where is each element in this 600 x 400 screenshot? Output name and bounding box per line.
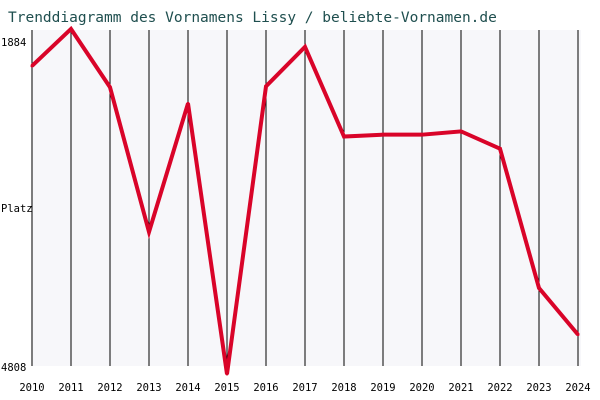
y-tick-label: 4808 (1, 362, 26, 374)
y-tick-label: 1884 (1, 37, 26, 49)
data-point-2022 (498, 147, 502, 151)
data-point-2018 (342, 135, 346, 139)
x-tick-label: 2023 (526, 382, 551, 394)
data-point-2021 (459, 129, 463, 133)
x-tick-label: 2019 (370, 382, 395, 394)
x-tick-label: 2011 (58, 382, 83, 394)
x-tick-label: 2020 (409, 382, 434, 394)
data-point-2019 (381, 133, 385, 137)
data-point-2023 (537, 286, 541, 290)
x-tick-label: 2012 (97, 382, 122, 394)
x-tick-label: 2017 (292, 382, 317, 394)
data-point-2017 (303, 45, 307, 49)
data-point-2013 (147, 230, 151, 234)
data-point-2020 (420, 133, 424, 137)
x-tick-label: 2024 (565, 382, 590, 394)
x-tick-label: 2021 (448, 382, 473, 394)
x-tick-label: 2010 (19, 382, 44, 394)
data-point-2014 (186, 101, 190, 105)
y-axis-label: Platz (1, 203, 33, 215)
chart-title: Trenddiagramm des Vornamens Lissy / beli… (8, 10, 497, 26)
x-tick-label: 2013 (136, 382, 161, 394)
data-point-2016 (264, 84, 268, 88)
data-point-2015 (225, 372, 229, 376)
x-tick-label: 2018 (331, 382, 356, 394)
plot-background (31, 30, 581, 366)
data-point-2024 (576, 333, 580, 337)
data-point-2010 (30, 64, 34, 68)
x-tick-label: 2016 (253, 382, 278, 394)
x-tick-label: 2014 (175, 382, 200, 394)
data-point-2011 (69, 27, 73, 31)
x-tick-label: 2015 (214, 382, 239, 394)
x-tick-label: 2022 (487, 382, 512, 394)
data-point-2012 (108, 85, 112, 89)
